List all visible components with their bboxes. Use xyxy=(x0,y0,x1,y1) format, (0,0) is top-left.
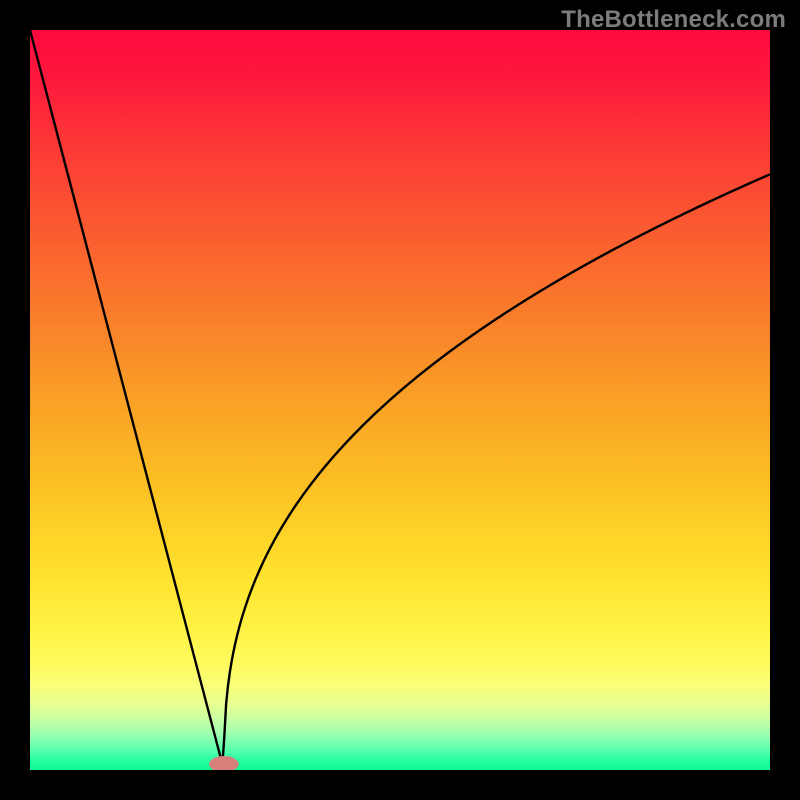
chart-container: TheBottleneck.com xyxy=(0,0,800,800)
plot-svg xyxy=(30,30,770,770)
plot-frame xyxy=(30,30,770,770)
gradient-background xyxy=(30,30,770,770)
watermark-text: TheBottleneck.com xyxy=(561,6,786,34)
